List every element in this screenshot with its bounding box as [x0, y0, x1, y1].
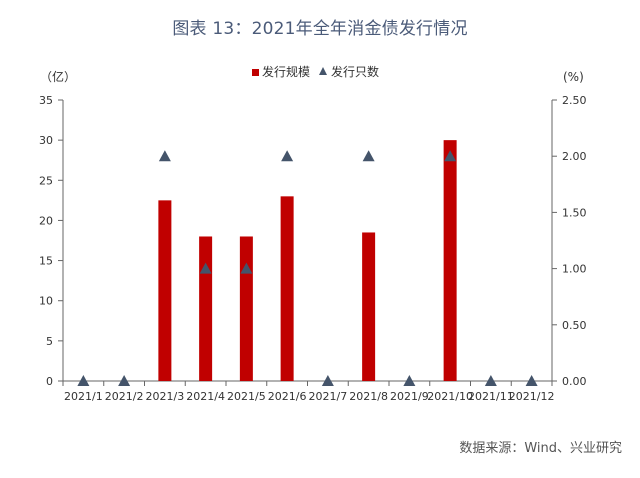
triangle-marker: [321, 375, 334, 386]
x-tick-label: 2021/12: [509, 390, 555, 403]
right-tick-label: 1.50: [562, 206, 587, 219]
bar: [280, 196, 294, 381]
right-tick-label: 2.50: [562, 94, 587, 107]
triangle-marker: [158, 150, 171, 162]
triangle-marker: [77, 375, 90, 386]
legend-swatch-bar: [252, 69, 259, 76]
page-title: 图表 13：2021年全年消金债发行情况: [172, 19, 468, 39]
legend-swatch-triangle: [319, 67, 327, 75]
right-tick-label: 2.00: [562, 150, 587, 163]
left-tick-label: 5: [46, 335, 53, 348]
left-tick-label: 20: [39, 214, 53, 227]
left-axis-label: （亿）: [40, 69, 76, 84]
bar: [158, 200, 172, 381]
x-tick-label: 2021/11: [468, 390, 514, 403]
x-tick-label: 2021/1: [64, 390, 103, 403]
bar: [199, 236, 213, 381]
left-tick-label: 35: [39, 94, 53, 107]
right-tick-label: 1.00: [562, 263, 587, 276]
x-tick-label: 2021/10: [427, 390, 473, 403]
left-tick-label: 0: [46, 375, 53, 388]
triangle-marker: [484, 375, 497, 386]
x-tick-label: 2021/3: [146, 390, 185, 403]
triangle-marker: [240, 262, 253, 274]
left-tick-label: 10: [39, 295, 53, 308]
legend-label-triangle: 发行只数: [331, 64, 379, 79]
right-tick-label: 0.50: [562, 319, 587, 332]
x-tick-label: 2021/7: [309, 390, 348, 403]
left-tick-label: 15: [39, 255, 53, 268]
x-tick-label: 2021/6: [268, 390, 307, 403]
source-note: 数据来源：Wind、兴业研究: [459, 441, 622, 456]
triangle-marker: [362, 150, 375, 162]
triangle-marker: [525, 375, 538, 386]
triangle-marker: [199, 262, 212, 274]
right-axis-label: (%): [563, 70, 584, 84]
left-tick-label: 30: [39, 134, 53, 147]
legend-label-bar: 发行规模: [262, 64, 310, 79]
combo-chart: 0 5 10 15 20 25 30 35 0.00 0.50 1.00 1.50 2.00 2.50 （亿…: [39, 64, 587, 403]
x-tick-label: 2021/4: [186, 390, 225, 403]
x-tick-label: 2021/8: [349, 390, 388, 403]
triangle-marker: [281, 150, 294, 162]
triangle-marker: [403, 375, 416, 386]
x-tick-label: 2021/2: [105, 390, 144, 403]
triangle-marker: [444, 150, 457, 162]
right-tick-label: 0.00: [562, 375, 587, 388]
bar: [443, 140, 457, 381]
x-tick-label: 2021/9: [390, 390, 429, 403]
bar: [239, 236, 253, 381]
chart-area: 0 5 10 15 20 25 30 35 0.00 0.50 1.00 1.50 2.00 2.50 （亿…: [0, 50, 640, 420]
x-tick-label: 2021/5: [227, 390, 266, 403]
left-tick-label: 25: [39, 174, 53, 187]
triangle-marker: [118, 375, 131, 386]
bar: [362, 232, 376, 381]
